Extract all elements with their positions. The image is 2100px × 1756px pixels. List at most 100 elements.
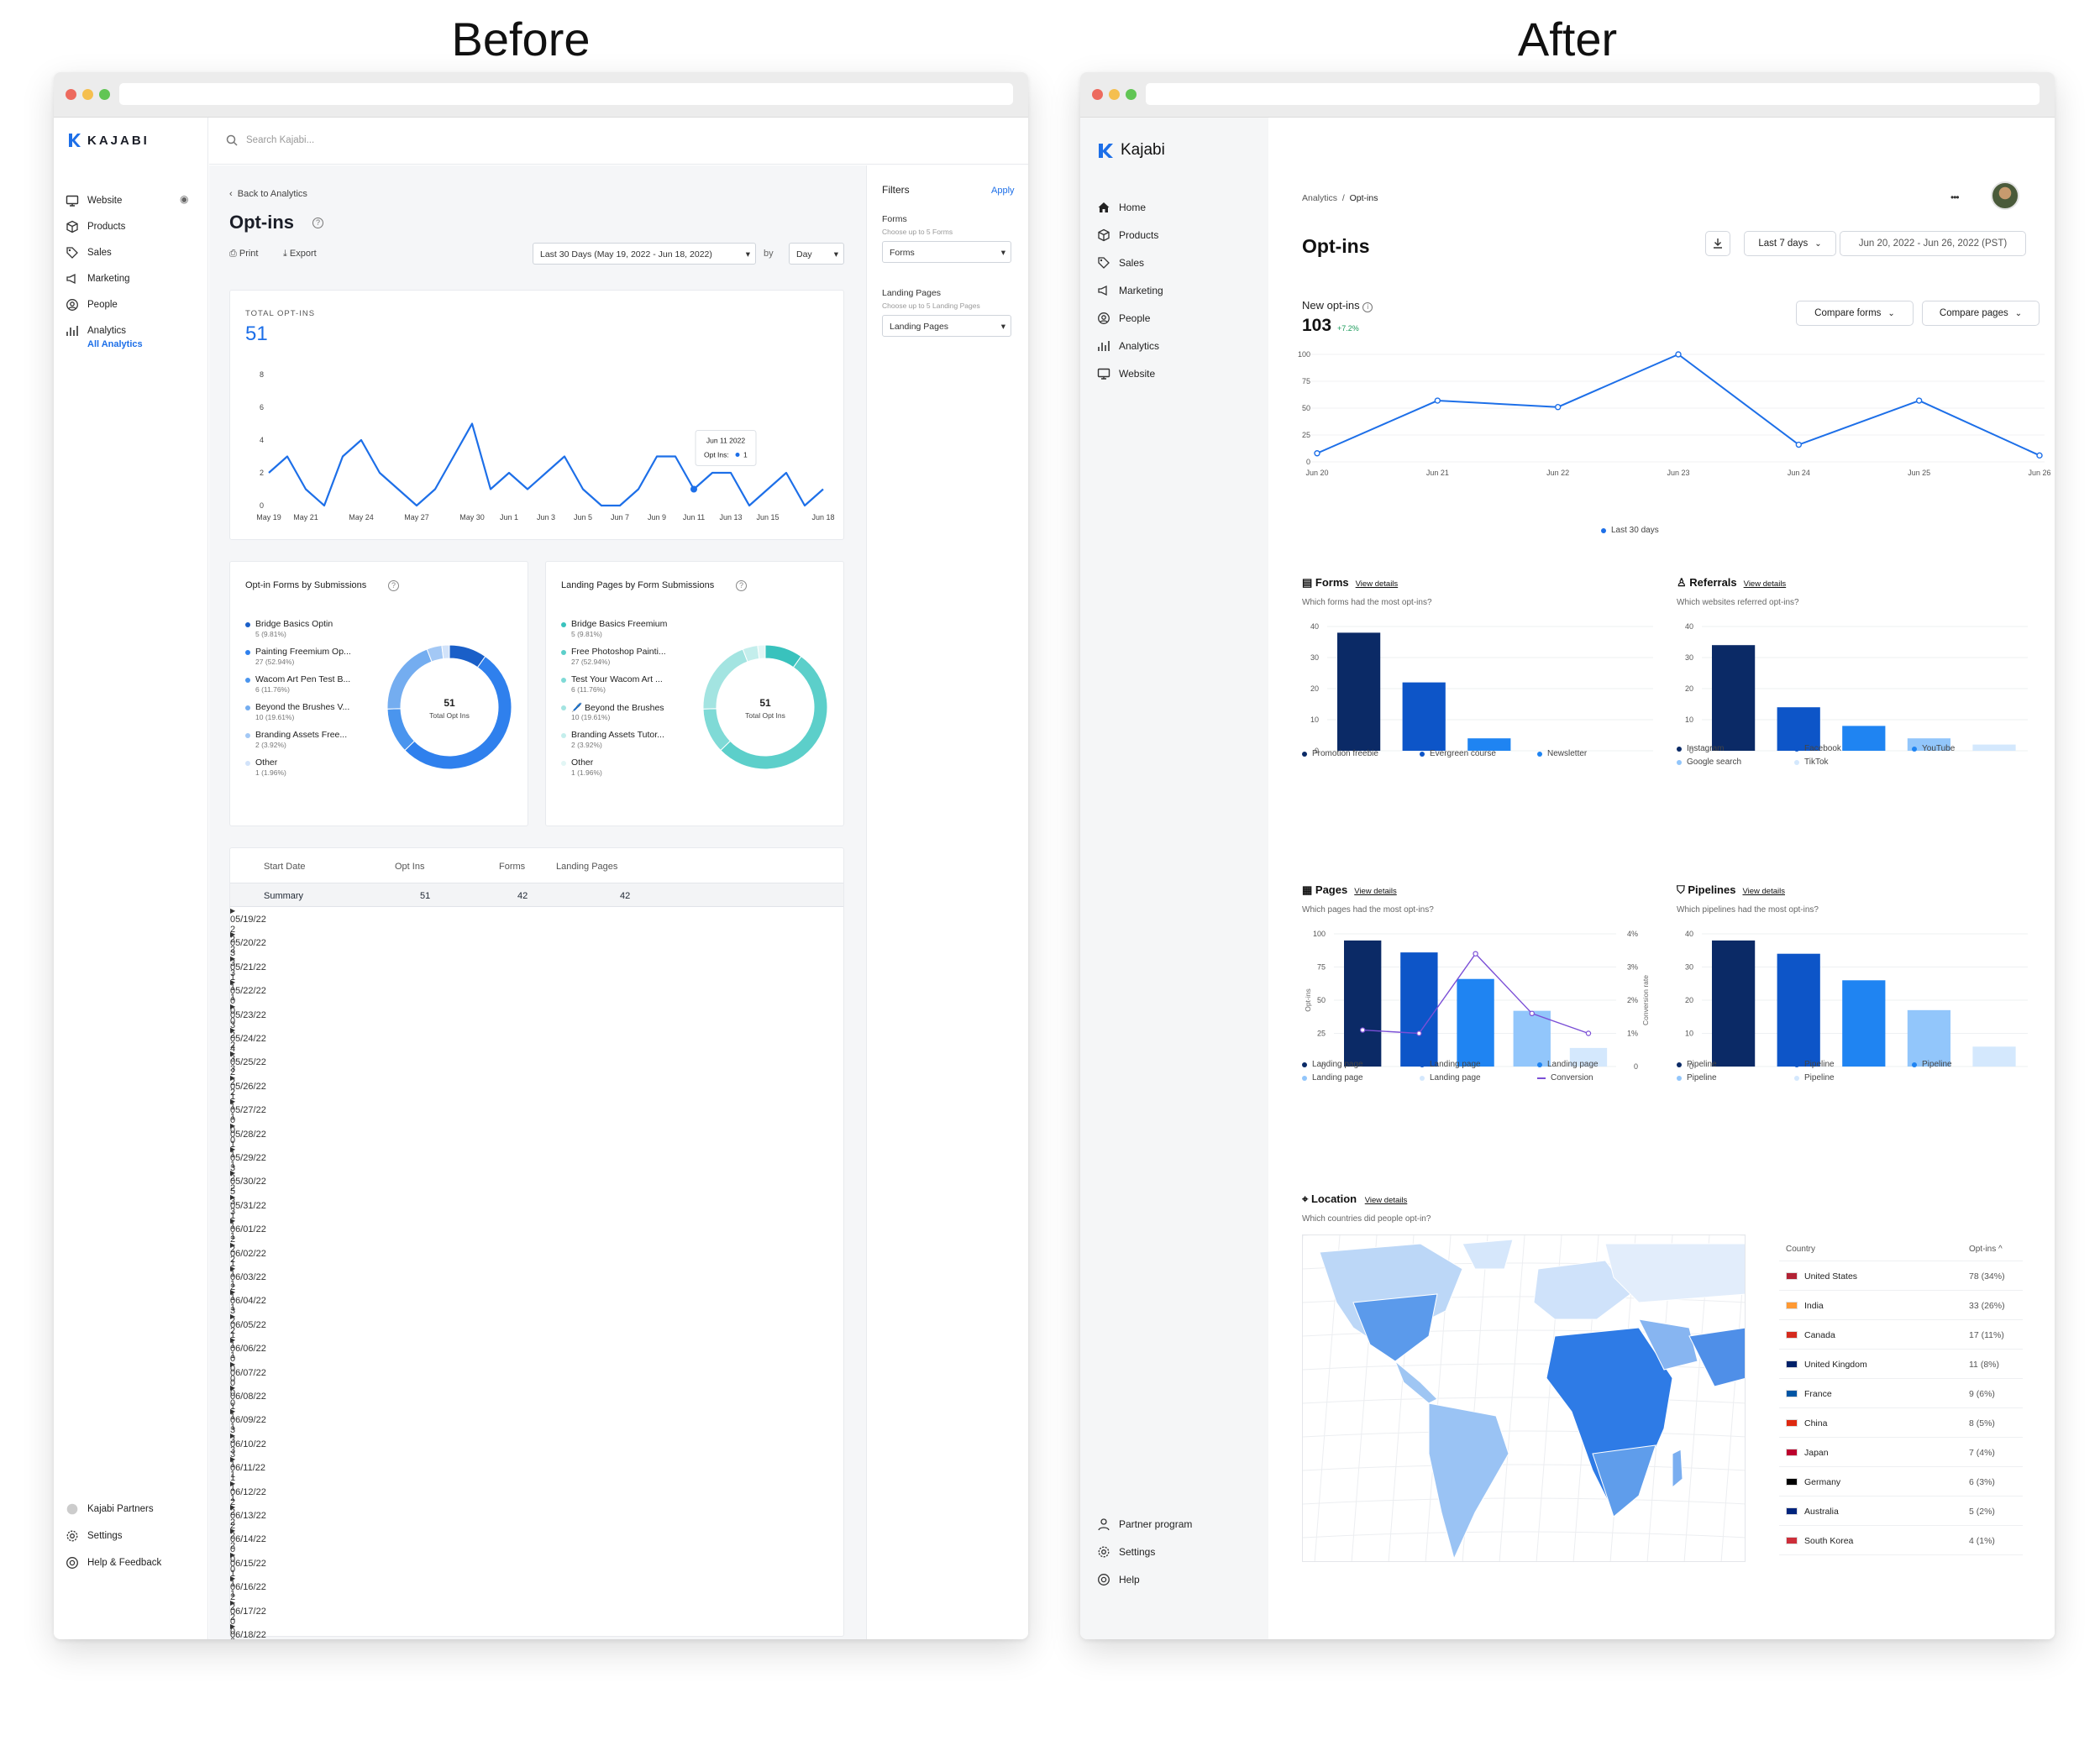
view-details-link[interactable]: View details (1742, 887, 1785, 896)
bar[interactable] (1400, 952, 1438, 1067)
bar[interactable] (1972, 744, 2016, 751)
bar[interactable] (1513, 1010, 1551, 1067)
country-row[interactable]: Canada 17 (11%) (1779, 1320, 2023, 1350)
table-row[interactable]: ▶ 06/13/22 2 2 2 (230, 1503, 843, 1551)
sidebar-item-website[interactable]: Website (66, 188, 122, 213)
donut-slice[interactable] (702, 708, 732, 752)
table-row[interactable]: ▶ 06/15/22 1 1 1 (230, 1551, 843, 1599)
map-region-asia-south[interactable] (1688, 1327, 1746, 1387)
expand-caret-icon[interactable]: ▶ (230, 1265, 236, 1272)
table-row[interactable]: ▶ 06/14/22 0 0 0 (230, 1527, 843, 1575)
expand-caret-icon[interactable]: ▶ (230, 1527, 236, 1535)
bar[interactable] (1712, 940, 1756, 1067)
expand-caret-icon[interactable]: ▶ (230, 1217, 236, 1225)
sidebar-bottom-partners[interactable]: Kajabi Partners (66, 1497, 154, 1522)
expand-caret-icon[interactable]: ▶ (230, 1503, 236, 1511)
date-range-field[interactable]: Jun 20, 2022 - Jun 26, 2022 (PST) (1840, 231, 2026, 256)
world-map[interactable] (1302, 1234, 1746, 1562)
sidebar-item-products[interactable]: Products (66, 214, 125, 239)
legend-item-name[interactable]: 🖊️ Beyond the Brushes (571, 703, 664, 713)
expand-caret-icon[interactable]: ▶ (230, 1431, 236, 1439)
table-row[interactable]: ▶ 05/30/22 5 3 3 (230, 1169, 843, 1217)
expand-caret-icon[interactable]: ▶ (230, 1026, 236, 1034)
donut-slice[interactable] (702, 648, 748, 710)
table-row[interactable]: ▶ 06/09/22 3 3 3 (230, 1407, 843, 1455)
bar[interactable] (1777, 953, 1820, 1067)
bar[interactable] (1402, 682, 1446, 751)
sidebar-item-sales[interactable]: Sales (66, 240, 112, 265)
table-row[interactable]: ▶ 05/19/22 2 2 2 (230, 907, 843, 955)
col-landing-pages[interactable]: Landing Pages (556, 862, 618, 872)
compare-forms-button[interactable]: Compare forms ⌄ (1796, 301, 1914, 326)
export-button[interactable]: ⤓ Export (283, 249, 317, 259)
maximize-dot-icon[interactable] (99, 89, 110, 100)
forms-filter-select[interactable]: Forms ▾ (882, 241, 1011, 263)
map-region-africa-south[interactable] (1592, 1444, 1656, 1517)
expand-caret-icon[interactable]: ▶ (230, 1240, 236, 1249)
breadcrumb-analytics[interactable]: Analytics (1302, 193, 1338, 203)
close-dot-icon[interactable] (66, 89, 76, 100)
table-row[interactable]: ▶ 05/28/22 1 1 1 (230, 1122, 843, 1170)
sidebar-item-people[interactable]: People (66, 292, 118, 317)
kajabi-logo[interactable]: KAJABI (67, 133, 150, 148)
bar[interactable] (1907, 738, 1951, 751)
info-icon[interactable]: ? (388, 580, 399, 591)
view-details-link[interactable]: View details (1743, 579, 1787, 589)
map-region-greenland[interactable] (1462, 1239, 1514, 1270)
expand-caret-icon[interactable]: ▶ (230, 1288, 236, 1297)
sidebar-bottom-settings[interactable]: Settings (1097, 1539, 1155, 1565)
donut-slice[interactable] (757, 644, 766, 659)
data-point[interactable] (1675, 351, 1682, 358)
conversion-point[interactable] (1529, 1010, 1535, 1017)
col-country[interactable]: Country (1786, 1245, 1816, 1254)
bar[interactable] (1842, 726, 1886, 751)
expand-caret-icon[interactable]: ▶ (230, 1169, 236, 1177)
donut-slice[interactable] (386, 648, 433, 710)
table-row[interactable]: ▶ 05/23/22 3 2 2 (230, 1003, 843, 1051)
table-row[interactable]: ▶ 06/01/22 2 2 2 (230, 1217, 843, 1265)
map-region-south-america[interactable] (1428, 1402, 1509, 1560)
granularity-select[interactable]: Day ▾ (789, 243, 844, 265)
data-point[interactable] (1795, 441, 1803, 448)
bar[interactable] (1972, 1046, 2016, 1067)
country-row[interactable]: France 9 (6%) (1779, 1379, 2023, 1408)
expand-caret-icon[interactable]: ▶ (230, 1479, 236, 1487)
more-options-icon[interactable]: ••• (1950, 191, 1960, 203)
expand-caret-icon[interactable]: ▶ (230, 1073, 236, 1082)
table-row[interactable]: ▶ 06/08/22 1 1 1 (230, 1384, 843, 1432)
info-icon[interactable]: i (1362, 302, 1373, 312)
table-row[interactable]: ▶ 06/06/22 0 0 0 (230, 1336, 843, 1384)
donut-slice[interactable] (386, 708, 416, 752)
data-point[interactable] (1915, 397, 1923, 404)
map-region-middle-east[interactable] (1638, 1318, 1698, 1371)
country-row[interactable]: United Kingdom 11 (8%) (1779, 1350, 2023, 1379)
view-details-link[interactable]: View details (1355, 579, 1399, 589)
sidebar-bottom-partner[interactable]: Partner program (1097, 1512, 1192, 1537)
data-point[interactable] (1314, 450, 1320, 457)
table-row[interactable]: ▶ 05/24/22 4 3 3 (230, 1026, 843, 1074)
legend-item-name[interactable]: Branding Assets Tutor... (571, 730, 664, 740)
expand-caret-icon[interactable]: ▶ (230, 1336, 236, 1345)
minimize-dot-icon[interactable] (82, 89, 93, 100)
data-point[interactable] (2036, 452, 2043, 459)
country-row[interactable]: Germany 6 (3%) (1779, 1467, 2023, 1497)
view-details-link[interactable]: View details (1354, 887, 1397, 896)
address-bar[interactable] (1146, 83, 2040, 105)
expand-caret-icon[interactable]: ▶ (230, 1360, 236, 1368)
country-row[interactable]: India 33 (26%) (1779, 1291, 2023, 1320)
bar[interactable] (1337, 632, 1381, 751)
legend-item-name[interactable]: Test Your Wacom Art ... (571, 674, 663, 684)
table-row[interactable]: ▶ 05/31/22 1 1 1 (230, 1193, 843, 1241)
table-row[interactable]: ▶ 05/22/22 0 0 0 (230, 978, 843, 1026)
country-row[interactable]: United States 78 (34%) (1779, 1261, 2023, 1291)
sidebar-item-products[interactable]: Products (1097, 223, 1158, 248)
legend-item-name[interactable]: Wacom Art Pen Test B... (255, 674, 351, 684)
back-to-analytics-link[interactable]: ‹ Back to Analytics (229, 189, 307, 199)
legend-item-name[interactable]: Free Photoshop Painti... (571, 647, 666, 657)
legend-item-name[interactable]: Other (571, 757, 594, 768)
expand-caret-icon[interactable]: ▶ (230, 1145, 236, 1153)
expand-caret-icon[interactable]: ▶ (230, 1622, 236, 1630)
country-row[interactable]: China 8 (5%) (1779, 1408, 2023, 1438)
bar[interactable] (1457, 978, 1494, 1067)
bar[interactable] (1907, 1009, 1951, 1067)
